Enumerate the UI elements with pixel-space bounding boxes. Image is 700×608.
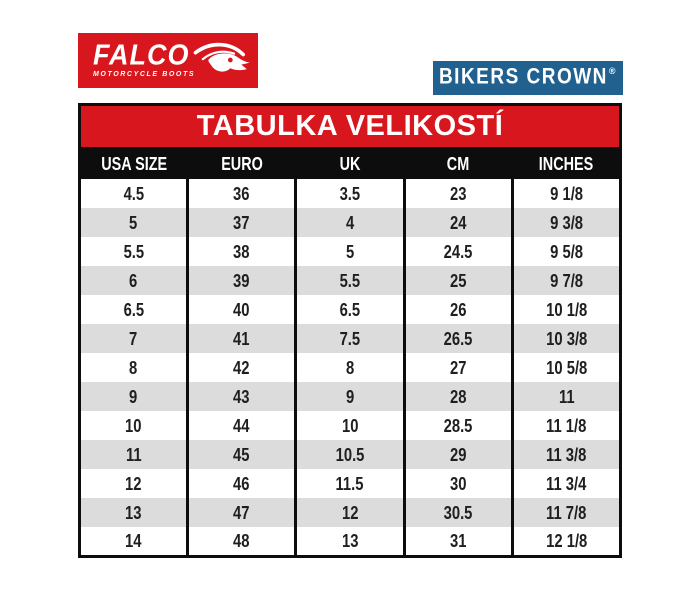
table-cell: 4.5: [77, 179, 190, 208]
falco-logo-text: FALCO MOTORCYCLE BOOTS: [93, 39, 196, 78]
table-cell: 9 7/8: [510, 266, 623, 295]
table-cell: 5: [77, 208, 190, 237]
table-cell: 38: [186, 237, 298, 266]
table-cell: 6: [77, 266, 190, 295]
table-cell: 7.5: [294, 324, 406, 353]
table-cell: 46: [186, 469, 298, 498]
table-cell: 6.5: [294, 295, 406, 324]
table-row: 10 44 10 28.5 11 1/8: [77, 411, 623, 440]
table-row: 6.5 40 6.5 26 10 1/8: [77, 295, 623, 324]
column-header-cm: CM: [404, 150, 513, 179]
table-row: 4.5 36 3.5 23 9 1/8: [77, 179, 623, 208]
table-cell: 9 3/8: [510, 208, 623, 237]
table-cell: 11 1/8: [510, 411, 623, 440]
table-cell: 10: [294, 411, 406, 440]
table-row: 5.5 38 5 24.5 9 5/8: [77, 237, 623, 266]
table-cell: 30: [402, 469, 514, 498]
table-cell: 23: [402, 179, 514, 208]
falco-logo: FALCO MOTORCYCLE BOOTS: [78, 33, 258, 88]
table-row: 6 39 5.5 25 9 7/8: [77, 266, 623, 295]
table-cell: 11 3/8: [510, 440, 623, 469]
table-cell: 14: [77, 527, 190, 556]
table-cell: 31: [402, 527, 514, 556]
table-row: 9 43 9 28 11: [77, 382, 623, 411]
table-cell: 13: [77, 498, 190, 527]
table-cell: 11 7/8: [510, 498, 623, 527]
table-cell: 6.5: [77, 295, 190, 324]
table-cell: 10.5: [294, 440, 406, 469]
table-cell: 26: [402, 295, 514, 324]
falcon-head-icon: [192, 38, 254, 87]
table-row: 13 47 12 30.5 11 7/8: [77, 498, 623, 527]
table-cell: 9 5/8: [510, 237, 623, 266]
table-cell: 43: [186, 382, 298, 411]
table-cell: 12: [77, 469, 190, 498]
table-cell: 30.5: [402, 498, 514, 527]
table-cell: 11: [77, 440, 190, 469]
size-chart-title: TABULKA VELIKOSTÍ: [78, 103, 622, 150]
table-cell: 11.5: [294, 469, 406, 498]
table-cell: 28.5: [402, 411, 514, 440]
table-cell: 9 1/8: [510, 179, 623, 208]
table-row: 12 46 11.5 30 11 3/4: [77, 469, 623, 498]
table-cell: 39: [186, 266, 298, 295]
table-cell: 3.5: [294, 179, 406, 208]
falco-brand-subtitle: MOTORCYCLE BOOTS: [93, 71, 196, 78]
table-cell: 24: [402, 208, 514, 237]
table-cell: 13: [294, 527, 406, 556]
table-cell: 24.5: [402, 237, 514, 266]
size-table-body: 4.5 36 3.5 23 9 1/8 5 37 4 24 9 3/8 5.5 38 5 24.5 9 5/…: [77, 179, 623, 556]
falco-brand-name: FALCO: [93, 39, 190, 71]
column-header-inches: INCHES: [512, 150, 621, 179]
bikers-crown-logo: BIKERS CROWN ®: [433, 61, 623, 95]
table-cell: 9: [294, 382, 406, 411]
table-cell: 9: [77, 382, 190, 411]
table-cell: 8: [77, 353, 190, 382]
table-cell: 11: [510, 382, 623, 411]
table-row: 8 42 8 27 10 5/8: [77, 353, 623, 382]
bikers-crown-brand-name: BIKERS CROWN: [438, 65, 608, 90]
table-cell: 4: [294, 208, 406, 237]
table-row: 11 45 10.5 29 11 3/8: [77, 440, 623, 469]
table-cell: 5: [294, 237, 406, 266]
table-cell: 10 3/8: [510, 324, 623, 353]
table-cell: 28: [402, 382, 514, 411]
table-cell: 36: [186, 179, 298, 208]
table-cell: 47: [186, 498, 298, 527]
table-cell: 41: [186, 324, 298, 353]
table-cell: 37: [186, 208, 298, 237]
table-cell: 40: [186, 295, 298, 324]
size-table-header: USA SIZE EURO UK CM INCHES: [79, 150, 621, 179]
table-cell: 12 1/8: [510, 527, 623, 556]
table-cell: 8: [294, 353, 406, 382]
table-cell: 7: [77, 324, 190, 353]
table-cell: 5.5: [294, 266, 406, 295]
table-cell: 48: [186, 527, 298, 556]
header-row: USA SIZE EURO UK CM INCHES: [79, 150, 621, 179]
table-row: 5 37 4 24 9 3/8: [77, 208, 623, 237]
table-cell: 10 1/8: [510, 295, 623, 324]
table-cell: 26.5: [402, 324, 514, 353]
table-cell: 10 5/8: [510, 353, 623, 382]
table-cell: 10: [77, 411, 190, 440]
table-row: 7 41 7.5 26.5 10 3/8: [77, 324, 623, 353]
table-cell: 25: [402, 266, 514, 295]
column-header-usa-size: USA SIZE: [79, 150, 188, 179]
column-header-euro: EURO: [187, 150, 296, 179]
column-header-uk: UK: [295, 150, 405, 179]
table-cell: 42: [186, 353, 298, 382]
table-cell: 44: [186, 411, 298, 440]
table-cell: 27: [402, 353, 514, 382]
table-cell: 45: [186, 440, 298, 469]
table-cell: 29: [402, 440, 514, 469]
table-cell: 11 3/4: [510, 469, 623, 498]
table-row: 14 48 13 31 12 1/8: [77, 527, 623, 556]
table-cell: 12: [294, 498, 406, 527]
size-conversion-table: USA SIZE EURO UK CM INCHES 4.5 36 3.5 23 9 1/8 5 3…: [77, 150, 623, 558]
registered-trademark-symbol: ®: [608, 66, 618, 76]
table-cell: 5.5: [77, 237, 190, 266]
size-chart: TABULKA VELIKOSTÍ USA SIZE EURO UK CM INCHES…: [77, 103, 623, 558]
